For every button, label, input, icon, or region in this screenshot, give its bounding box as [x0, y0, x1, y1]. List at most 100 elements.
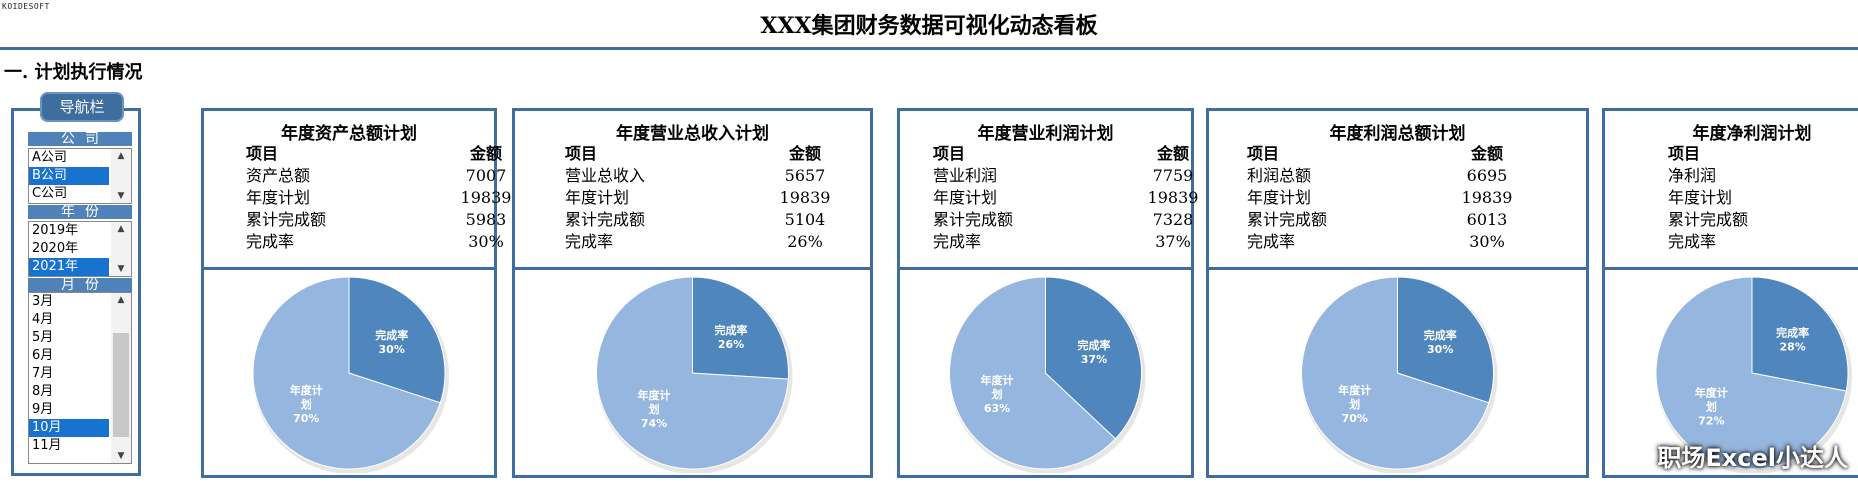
row-label: 累计完成额 — [933, 210, 1014, 229]
pie-slice-done — [1045, 276, 1142, 440]
table-row: 累计完成额 6013 — [1247, 209, 1527, 231]
month-option[interactable]: 9月 — [32, 402, 54, 417]
scroll-up-icon[interactable]: ▲ — [117, 151, 125, 161]
scroll-down-icon[interactable]: ▼ — [117, 264, 125, 274]
item-header: 项目 — [933, 144, 966, 163]
scroll-up-icon[interactable]: ▲ — [117, 224, 125, 234]
table-row: 年度计划 19839 — [933, 187, 1213, 209]
row-value: 7328 — [1152, 210, 1194, 229]
month-scrollbar[interactable]: ▲ ▼ — [111, 293, 131, 463]
row-value: 19839 — [1147, 188, 1199, 207]
row-value: 19839 — [1461, 188, 1513, 207]
row-value: 30% — [468, 232, 504, 251]
table-row: 资产总额 7007 — [246, 165, 526, 187]
table-row: 累计完成额 7328 — [933, 209, 1213, 231]
card-table: 项目 金额 利润总额 6695 年度计划 19839 累计完成额 6013 完成率 30% — [1247, 143, 1527, 253]
amount-header: 金额 — [469, 144, 502, 163]
row-value: 5983 — [465, 210, 507, 229]
plan-card: 年度营业利润计划 项目 金额 营业利润 7759 年度计划 19839 累计完成额 7328 完成… — [897, 108, 1198, 478]
scroll-down-icon[interactable]: ▼ — [117, 191, 125, 201]
card-title: 年度营业利润计划 — [977, 124, 1114, 144]
pie-slice-done — [1751, 276, 1849, 392]
nav-badge: 导航栏 — [40, 92, 124, 122]
month-option[interactable]: 10月 — [29, 419, 109, 437]
corner-logo: KOIDESOFT — [2, 2, 50, 11]
company-listbox[interactable]: A公司 B公司 C公司 ▲ ▼ — [28, 148, 132, 204]
row-label: 年度计划 — [246, 188, 311, 207]
company-option[interactable]: C公司 — [32, 186, 68, 201]
month-option[interactable]: 5月 — [32, 330, 54, 345]
pie-slice-plan — [252, 276, 441, 470]
row-value: 6695 — [1466, 166, 1508, 185]
month-option[interactable]: 6月 — [32, 348, 54, 363]
table-row: 完成率 37% — [933, 231, 1213, 253]
row-label: 年度计划 — [1668, 188, 1733, 207]
year-listbox[interactable]: 2019年 2020年 2021年 ▲ ▼ — [28, 221, 132, 277]
item-header: 项目 — [565, 144, 598, 163]
month-option[interactable]: 11月 — [32, 438, 62, 453]
table-row: 完成率 26% — [565, 231, 845, 253]
card-divider — [515, 267, 870, 270]
company-scrollbar[interactable]: ▲ ▼ — [111, 149, 131, 203]
month-option[interactable]: 3月 — [32, 294, 54, 309]
card-table: 项目金额净利润64年度计划198累计完成额55完成率28 — [1668, 143, 1858, 253]
row-label: 完成率 — [1247, 232, 1296, 251]
year-option[interactable]: 2020年 — [32, 241, 79, 256]
row-label: 年度计划 — [933, 188, 998, 207]
table-row: 累计完成额55 — [1668, 209, 1858, 231]
company-option[interactable]: B公司 — [29, 167, 109, 185]
pie-slice-done — [692, 276, 789, 380]
card-table: 项目 金额 营业利润 7759 年度计划 19839 累计完成额 7328 完成率 37% — [933, 143, 1213, 253]
table-row: 年度计划 19839 — [565, 187, 845, 209]
row-value: 5657 — [784, 166, 826, 185]
scroll-up-icon[interactable]: ▲ — [117, 295, 125, 305]
row-value: 7007 — [465, 166, 507, 185]
card-divider — [900, 267, 1191, 270]
year-scrollbar[interactable]: ▲ ▼ — [111, 222, 131, 276]
year-option[interactable]: 2021年 — [29, 258, 109, 276]
pie-label-done: 完成率 37% — [1077, 338, 1110, 366]
pie-label-plan: 年度计划 70% — [1338, 383, 1371, 425]
table-row: 完成率 30% — [1247, 231, 1527, 253]
table-header-row: 项目 金额 — [246, 143, 526, 165]
table-header-row: 项目 金额 — [933, 143, 1213, 165]
row-label: 累计完成额 — [565, 210, 646, 229]
completion-pie-chart: 完成率 30% 年度计划 70% — [1301, 276, 1498, 473]
pie-slice-done — [348, 276, 446, 404]
month-option[interactable]: 7月 — [32, 366, 54, 381]
title-divider — [0, 47, 1858, 50]
row-label: 资产总额 — [246, 166, 311, 185]
card-title: 年度营业总收入计划 — [616, 124, 769, 144]
company-option[interactable]: A公司 — [32, 150, 67, 165]
row-label: 累计完成额 — [246, 210, 327, 229]
plan-card: 年度营业总收入计划 项目 金额 营业总收入 5657 年度计划 19839 累计完成额 5104… — [512, 108, 873, 478]
pie-label-plan: 年度计划 63% — [981, 373, 1014, 415]
page-title: XXX集团财务数据可视化动态看板 — [760, 13, 1098, 39]
scroll-down-icon[interactable]: ▼ — [117, 451, 125, 461]
row-label: 年度计划 — [1247, 188, 1312, 207]
section-title: 一. 计划执行情况 — [4, 62, 143, 83]
row-value: 6013 — [1466, 210, 1508, 229]
month-listbox[interactable]: 3月 4月 5月 6月 7月 8月 9月 10月 11月 ▲ ▼ — [28, 292, 132, 464]
month-scroll-thumb[interactable] — [113, 333, 129, 437]
row-label: 营业总收入 — [565, 166, 646, 185]
pie-label-plan: 年度计划 70% — [290, 383, 323, 425]
year-option[interactable]: 2019年 — [32, 223, 79, 238]
item-header: 项目 — [1247, 144, 1280, 163]
row-label: 完成率 — [933, 232, 982, 251]
pie-slice-plan — [1655, 276, 1847, 470]
month-option[interactable]: 8月 — [32, 384, 54, 399]
row-value: 7759 — [1152, 166, 1194, 185]
month-option[interactable]: 4月 — [32, 312, 54, 327]
table-row: 完成率 30% — [246, 231, 526, 253]
row-label: 营业利润 — [933, 166, 998, 185]
completion-pie-chart: 完成率 26% 年度计划 74% — [596, 276, 793, 473]
table-header-row: 项目 金额 — [565, 143, 845, 165]
item-header: 项目 — [246, 144, 279, 163]
card-table: 项目 金额 资产总额 7007 年度计划 19839 累计完成额 5983 完成率 30% — [246, 143, 526, 253]
item-header: 项目 — [1668, 144, 1701, 163]
card-divider — [1605, 267, 1858, 270]
card-table: 项目 金额 营业总收入 5657 年度计划 19839 累计完成额 5104 完成率 26% — [565, 143, 845, 253]
pie-label-plan: 年度计划 74% — [638, 388, 671, 430]
